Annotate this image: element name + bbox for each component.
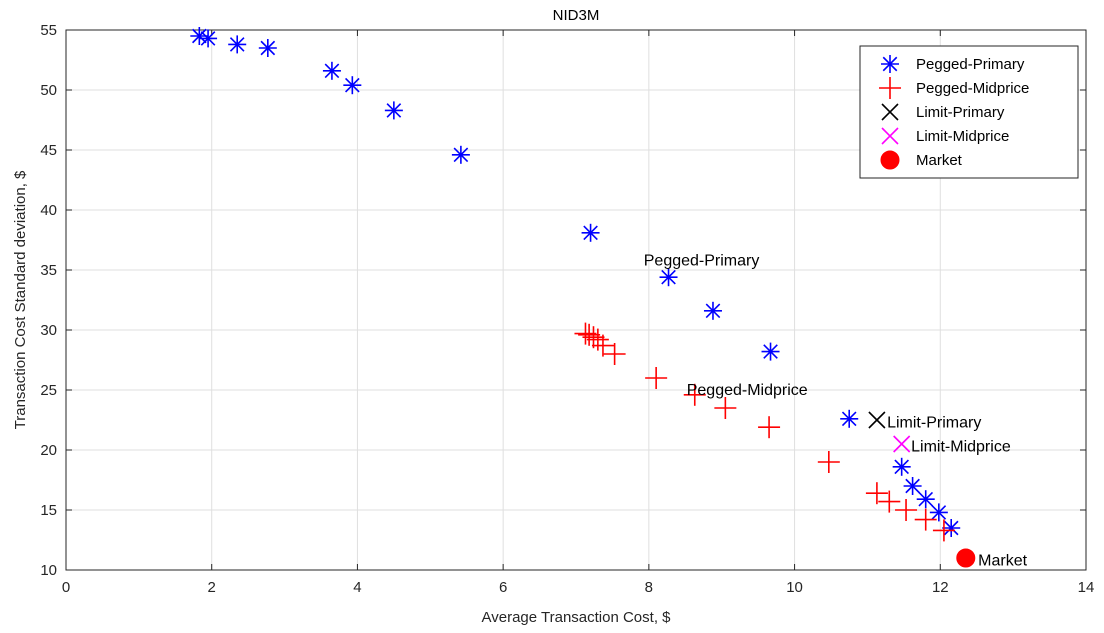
data-point-pegged-primary (343, 76, 362, 95)
legend-label: Pegged-Midprice (916, 80, 1029, 97)
chart-title: NID3M (553, 7, 600, 24)
annotation-label: Limit-Midprice (911, 438, 1011, 455)
legend-item-limit-primary: Limit-Primary (881, 103, 1005, 121)
data-point-pegged-primary (322, 61, 341, 80)
series-market (956, 548, 976, 568)
y-tick-label: 30 (40, 322, 57, 339)
series-limit-midprice (893, 435, 911, 453)
data-point-pegged-primary (199, 29, 218, 48)
x-tick-label: 2 (208, 579, 216, 596)
data-point-pegged-midprice (603, 343, 626, 365)
annotations: Pegged-Primary Pegged-Midprice Limit-Prima… (644, 252, 1028, 569)
data-point-pegged-primary (228, 35, 247, 54)
data-point-market (956, 548, 976, 568)
data-point-pegged-primary (659, 268, 678, 287)
legend-label: Pegged-Primary (916, 56, 1025, 73)
legend-marker (881, 55, 899, 73)
legend: Pegged-Primary Pegged-Midprice Limit-Prima… (859, 45, 1079, 179)
y-axis-label: Transaction Cost Standard deviation, $ (12, 170, 29, 429)
y-tick-label: 55 (40, 22, 57, 39)
legend-marker (879, 77, 901, 99)
legend-label: Limit-Midprice (916, 128, 1009, 145)
data-point-pegged-midprice (817, 451, 840, 473)
legend-label: Limit-Primary (916, 104, 1005, 121)
x-axis-label: Average Transaction Cost, $ (482, 609, 672, 626)
data-point-limit-midprice (893, 435, 911, 453)
legend-item-market: Market (880, 150, 963, 170)
data-point-pegged-midprice (645, 367, 668, 389)
data-point-pegged-primary (451, 145, 470, 164)
data-point-pegged-primary (761, 342, 780, 361)
series-pegged-primary (190, 27, 961, 537)
data-point-pegged-midprice (758, 416, 781, 439)
data-point-limit-primary (868, 411, 886, 429)
x-tick-label: 8 (645, 579, 653, 596)
annotation-label: Pegged-Primary (644, 252, 760, 269)
annotation-label: Pegged-Midprice (687, 382, 808, 399)
y-tick-label: 25 (40, 382, 57, 399)
data-point-pegged-primary (384, 101, 403, 120)
series-limit-primary (868, 411, 886, 429)
x-tick-label: 12 (932, 579, 949, 596)
data-point-pegged-primary (581, 223, 600, 242)
x-tick-label: 0 (62, 579, 70, 596)
y-tick-label: 20 (40, 442, 57, 459)
data-point-pegged-midprice (586, 328, 609, 351)
y-tick-label: 40 (40, 202, 57, 219)
y-tick-label: 50 (40, 82, 57, 99)
data-point-pegged-primary (892, 457, 911, 476)
annotation-label: Limit-Primary (887, 414, 981, 431)
y-tick-label: 10 (40, 562, 57, 579)
x-tick-label: 14 (1078, 579, 1095, 596)
y-tick-label: 15 (40, 502, 57, 519)
y-tick-label: 35 (40, 262, 57, 279)
series-pegged-midprice (574, 322, 955, 542)
plot-frame (65, 29, 1087, 571)
data-point-pegged-primary (840, 409, 859, 428)
annotation-label: Market (978, 552, 1027, 569)
axis-ticks: 0 2 4 6 8 10 12 14 10 15 20 25 30 35 40 45 50 55 (40, 22, 1094, 596)
data-point-pegged-primary (942, 519, 961, 537)
x-tick-label: 6 (499, 579, 507, 596)
legend-label: Market (916, 152, 963, 169)
data-point-pegged-midprice (895, 499, 918, 521)
data-point-pegged-primary (916, 490, 935, 509)
data-point-pegged-primary (258, 39, 277, 57)
data-point-pegged-primary (703, 301, 722, 320)
data-point-pegged-midprice (878, 490, 901, 513)
data-point-pegged-midprice (582, 326, 605, 349)
legend-marker (881, 127, 899, 145)
data-point-pegged-midprice (932, 519, 955, 542)
data-point-pegged-primary (903, 477, 922, 495)
y-tick-label: 45 (40, 142, 57, 159)
data-point-pegged-midprice (578, 323, 601, 346)
data-point-pegged-midprice (714, 397, 737, 419)
data-point-pegged-midprice (865, 482, 888, 505)
legend-item-pegged-primary: Pegged-Primary (881, 55, 1025, 73)
data-point-pegged-midprice (914, 508, 937, 531)
data-point-pegged-primary (929, 503, 948, 522)
legend-item-pegged-midprice: Pegged-Midprice (879, 77, 1029, 99)
legend-marker (881, 103, 899, 121)
legend-item-limit-midprice: Limit-Midprice (881, 127, 1009, 145)
x-tick-label: 10 (786, 579, 803, 596)
x-tick-label: 4 (353, 579, 361, 596)
legend-marker (880, 150, 900, 170)
data-series (190, 27, 976, 568)
data-point-pegged-midprice (591, 334, 614, 357)
data-point-pegged-midprice (683, 383, 706, 406)
